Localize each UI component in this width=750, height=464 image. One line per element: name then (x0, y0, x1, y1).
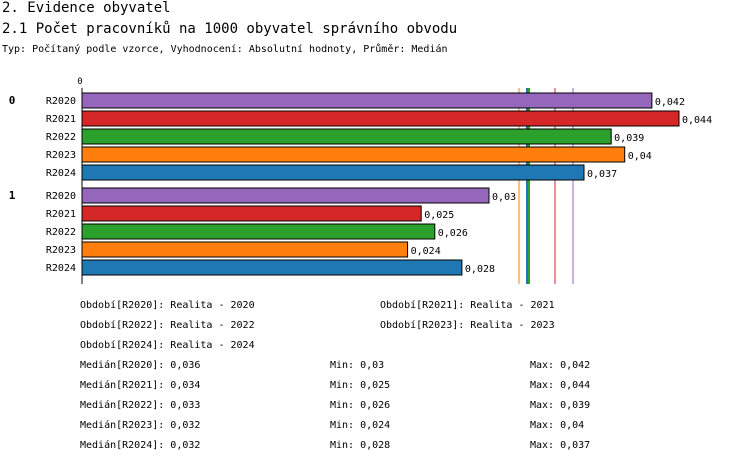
min-r2022: Min: 0,026 (330, 400, 391, 411)
bar-category-label: R2023 (46, 150, 76, 161)
bar-category-label: R2021 (46, 209, 76, 220)
median-r2024: Medián[R2024]: 0,032 (80, 440, 201, 451)
bar-value-label: 0,04 (628, 151, 652, 162)
section-heading: 2. Evidence obyvatel (2, 0, 171, 16)
group-label-0: 0 (9, 94, 16, 107)
bar-1-r2023 (81, 241, 409, 258)
max-r2020: Max: 0,042 (530, 360, 591, 371)
bar-0-r2022 (81, 128, 612, 145)
legend-period-r2022: Období[R2022]: Realita - 2022 (80, 320, 255, 331)
legend-period-r2020: Období[R2020]: Realita - 2020 (80, 300, 255, 311)
bar-0-r2024 (81, 164, 585, 181)
bar-category-label: R2020 (46, 96, 76, 107)
bar-category-label: R2023 (46, 245, 76, 256)
bar-1-r2020 (81, 187, 490, 204)
min-r2020: Min: 0,03 (330, 360, 385, 371)
bar-value-label: 0,039 (614, 133, 644, 144)
bar-value-label: 0,028 (465, 264, 495, 275)
bar-1-r2024 (81, 259, 463, 276)
median-r2020: Medián[R2020]: 0,036 (80, 360, 201, 371)
bar-value-label: 0,026 (438, 228, 468, 239)
bar-category-label: R2024 (46, 168, 76, 179)
x-axis-zero-label: 0 (77, 77, 82, 87)
max-r2022: Max: 0,039 (530, 400, 591, 411)
bar-value-label: 0,03 (492, 192, 516, 203)
min-r2023: Min: 0,024 (330, 420, 391, 431)
bar-category-label: R2021 (46, 114, 76, 125)
min-r2021: Min: 0,025 (330, 380, 391, 391)
bar-1-r2022 (81, 223, 436, 240)
bar-0-r2021 (81, 110, 680, 127)
median-r2021: Medián[R2021]: 0,034 (80, 380, 201, 391)
min-r2024: Min: 0,028 (330, 440, 391, 451)
chart-subtitle: Typ: Počítaný podle vzorce, Vyhodnocení:… (2, 44, 448, 55)
legend-period-r2021: Období[R2021]: Realita - 2021 (380, 300, 555, 311)
group-label-1: 1 (9, 189, 16, 202)
chart-title: 2.1 Počet pracovníků na 1000 obyvatel sp… (2, 21, 458, 37)
bar-0-r2020 (81, 92, 653, 109)
median-r2022: Medián[R2022]: 0,033 (80, 400, 201, 411)
bar-category-label: R2020 (46, 191, 76, 202)
bar-1-r2021 (81, 205, 422, 222)
bar-value-label: 0,042 (655, 97, 685, 108)
median-r2023: Medián[R2023]: 0,032 (80, 420, 201, 431)
bar-value-label: 0,044 (682, 115, 712, 126)
legend-period-r2024: Období[R2024]: Realita - 2024 (80, 340, 255, 351)
bar-category-label: R2024 (46, 263, 76, 274)
bar-category-label: R2022 (46, 132, 76, 143)
bar-value-label: 0,037 (587, 169, 617, 180)
bar-0-r2023 (81, 146, 626, 163)
bar-value-label: 0,025 (424, 210, 454, 221)
max-r2021: Max: 0,044 (530, 380, 591, 391)
bar-category-label: R2022 (46, 227, 76, 238)
legend-period-r2023: Období[R2023]: Realita - 2023 (380, 320, 555, 331)
max-r2023: Max: 0,04 (530, 420, 585, 431)
max-r2024: Max: 0,037 (530, 440, 591, 451)
bar-value-label: 0,024 (411, 246, 441, 257)
